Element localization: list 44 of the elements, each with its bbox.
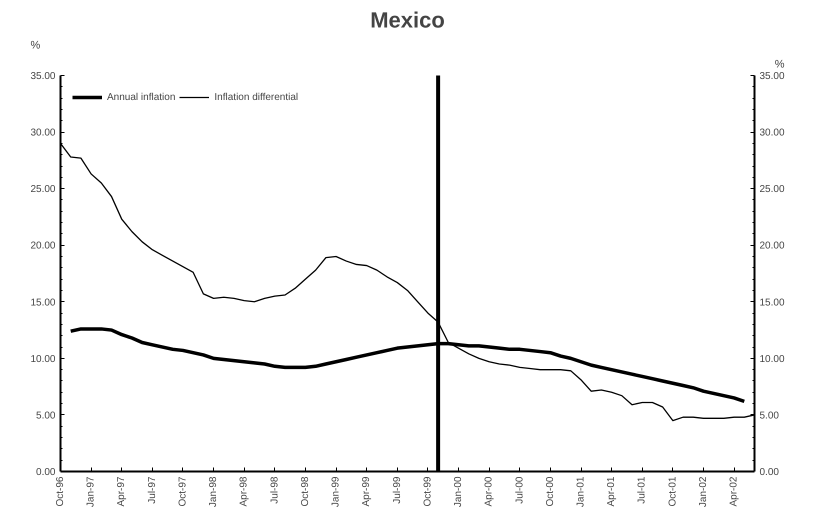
y2-tick-label: 5.00 (760, 410, 780, 422)
x-tick-label: Jan-98 (208, 476, 220, 508)
x-tick-label: Jul-98 (269, 476, 280, 504)
y-tick-label: 30.00 (30, 128, 56, 139)
legend-label: Annual inflation (107, 92, 176, 102)
x-tick-label: Jul-00 (514, 476, 526, 504)
y-tick-label: 15.00 (30, 297, 56, 308)
x-tick-label: Oct-99 (422, 476, 434, 507)
x-tick-label: Apr-97 (116, 476, 128, 507)
y2-tick-label: 35.00 (760, 71, 785, 82)
y-axis-title: % (30, 40, 40, 52)
x-tick-label: Jan-97 (86, 476, 97, 508)
x-tick-label: Oct-00 (544, 476, 556, 507)
x-tick-label: Apr-99 (361, 476, 372, 507)
y2-axis-title: % (774, 58, 785, 70)
x-tick-label: Jan-99 (330, 476, 342, 508)
y-tick-label: 0.00 (36, 467, 56, 478)
y2-tick-label: 10.00 (760, 354, 785, 365)
x-tick-label: Apr-01 (606, 476, 618, 507)
y2-tick-label: 20.00 (760, 240, 785, 252)
x-tick-label: Oct-98 (300, 476, 311, 507)
chart-title: Mexico (370, 8, 445, 32)
x-tick-label: Jan-01 (576, 476, 586, 508)
x-tick-label: Jul-99 (392, 476, 403, 504)
y2-tick-label: 30.00 (760, 128, 785, 139)
x-tick-label: Apr-00 (484, 476, 495, 507)
y-tick-label: 20.00 (30, 240, 56, 252)
y-tick-label: 25.00 (30, 184, 56, 196)
y-tick-label: 35.00 (30, 71, 56, 82)
y-tick-label: 5.00 (36, 410, 56, 422)
x-tick-label: Oct-01 (667, 476, 678, 507)
legend-label: Inflation differential (214, 92, 298, 102)
x-tick-label: Apr-02 (728, 476, 740, 507)
y2-tick-label: 15.00 (760, 297, 785, 308)
x-tick-label: Oct-96 (55, 476, 66, 507)
y2-tick-label: 0.00 (760, 467, 780, 478)
x-tick-label: Jul-01 (636, 476, 648, 504)
x-tick-label: Jul-97 (146, 476, 158, 504)
x-tick-label: Oct-97 (177, 476, 188, 507)
x-tick-label: Apr-98 (238, 476, 250, 507)
x-tick-label: Jan-02 (698, 476, 709, 508)
y2-tick-label: 25.00 (760, 184, 785, 196)
y-tick-label: 10.00 (30, 354, 56, 365)
x-tick-label: Jan-00 (453, 476, 464, 508)
